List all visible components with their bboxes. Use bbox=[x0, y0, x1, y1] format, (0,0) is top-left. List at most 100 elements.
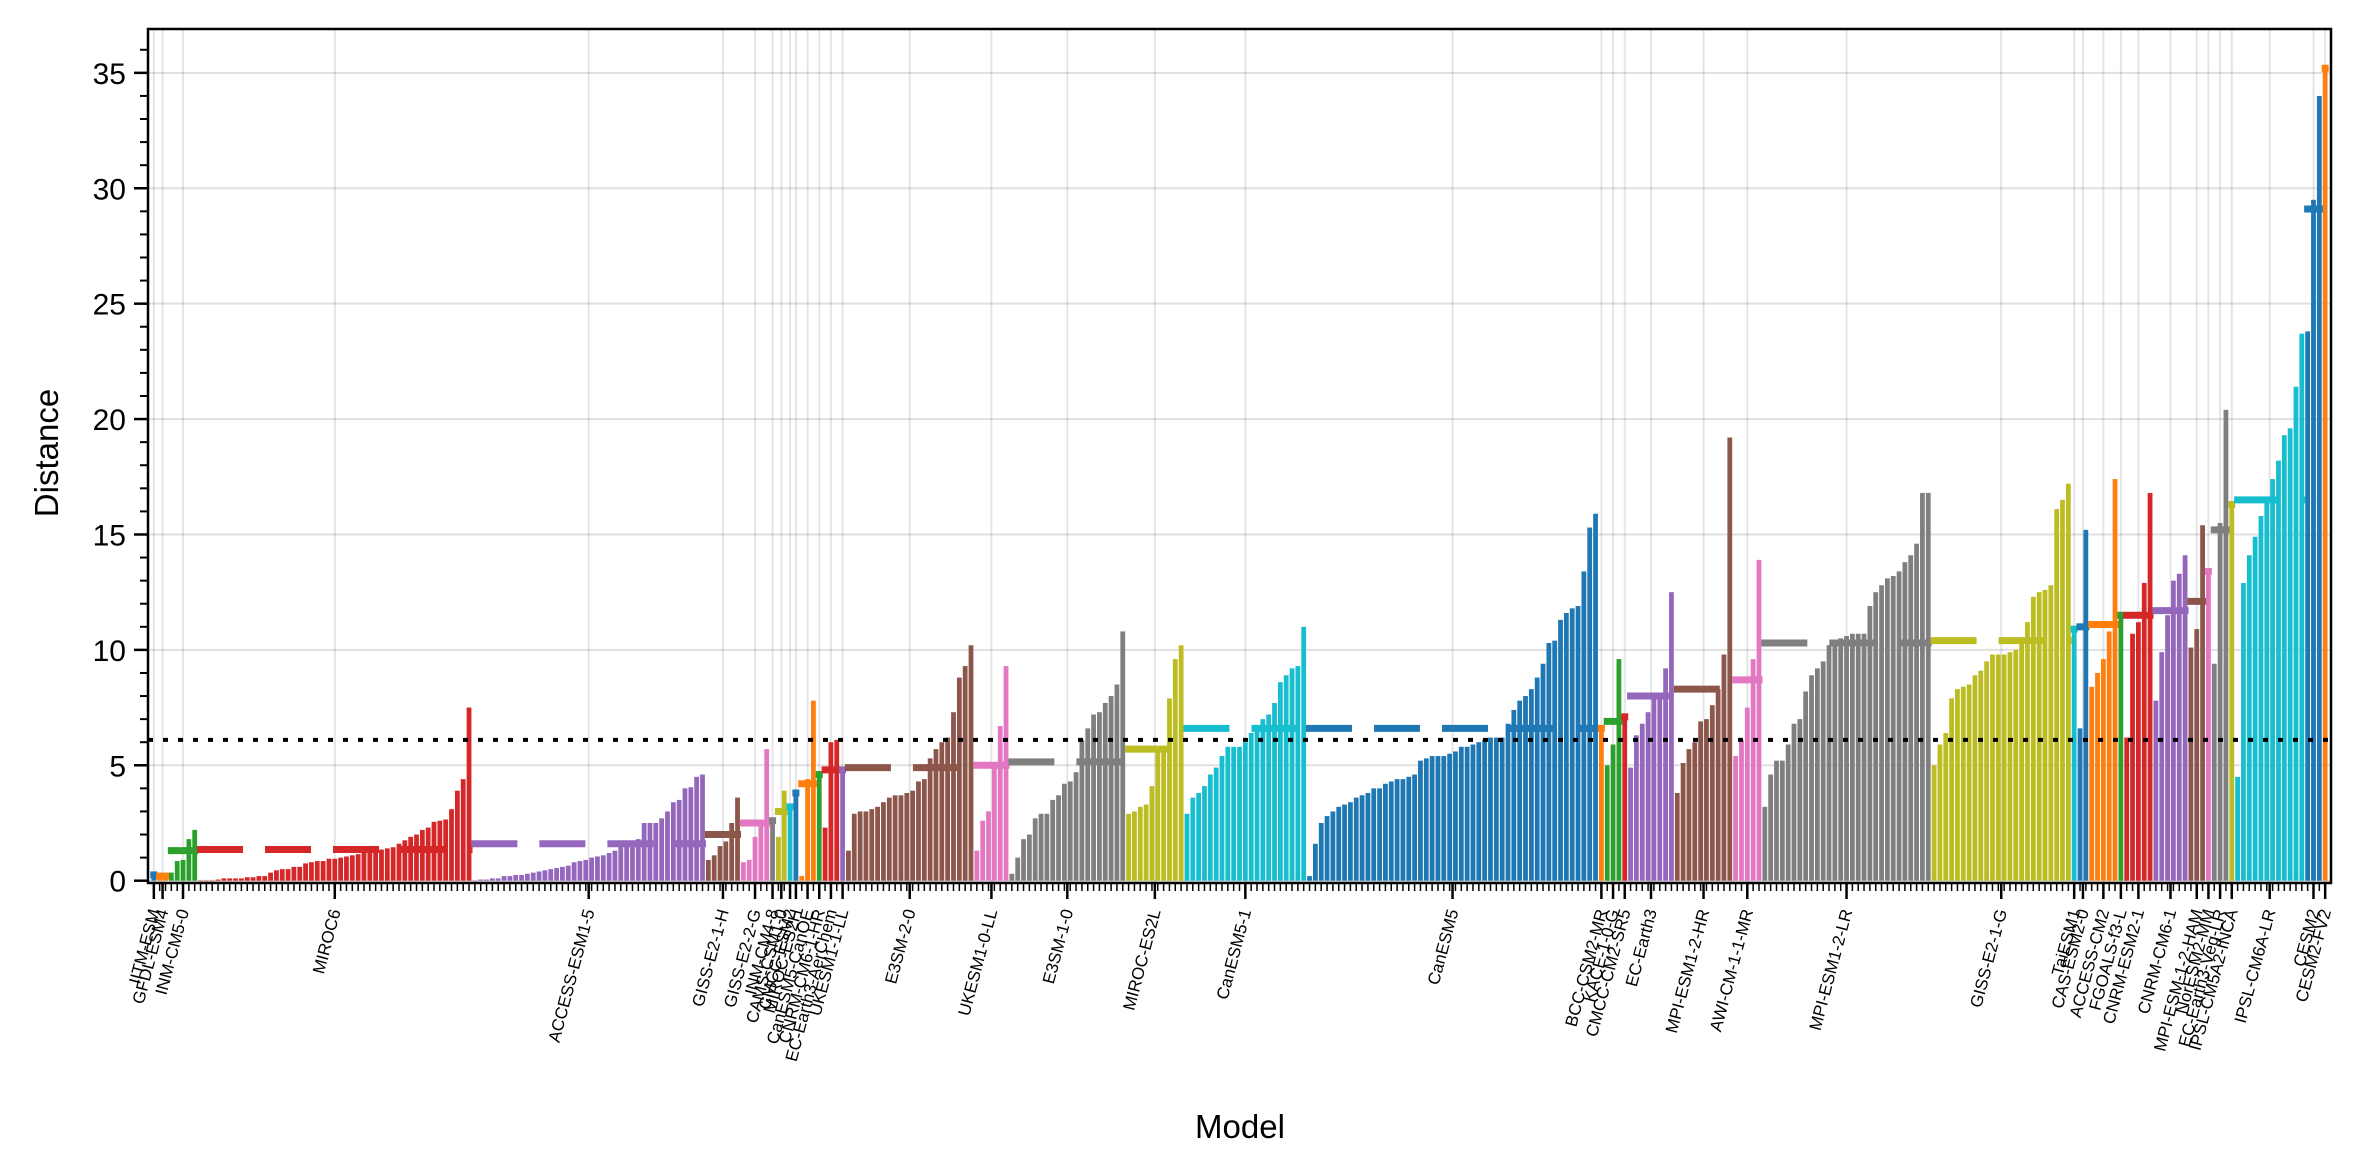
bar-e3sm-1-0 bbox=[1061, 783, 1067, 881]
bar-access-esm1-5 bbox=[612, 850, 618, 881]
bar-canesm5-1 bbox=[1277, 682, 1283, 881]
bar-ipsl-cm6a-lr bbox=[2241, 582, 2246, 881]
bar-awi-cm-1-1-mr bbox=[1739, 739, 1744, 881]
bar-cnrm-esm2-1 bbox=[2124, 737, 2130, 881]
bar-giss-e2-1-g bbox=[2019, 640, 2025, 881]
bar-miroc6 bbox=[262, 876, 268, 881]
bar-canesm5-1 bbox=[1272, 702, 1277, 881]
bar-access-cm2 bbox=[2089, 686, 2095, 881]
bar-canesm5 bbox=[1552, 640, 1558, 881]
bar-e3sm-2-0 bbox=[875, 806, 881, 881]
bar-access-cm2 bbox=[2095, 672, 2100, 881]
bar-mpi-esm1-2-hr bbox=[1686, 749, 1692, 881]
bar-miroc6 bbox=[320, 861, 326, 881]
bar-miroc6 bbox=[256, 876, 262, 881]
bar-miroc6 bbox=[309, 862, 314, 881]
bar-e3sm-2-0 bbox=[939, 742, 945, 881]
bar-miroc6 bbox=[402, 840, 408, 881]
bar-canesm5 bbox=[1365, 792, 1371, 881]
bar-mpi-esm1-2-hr bbox=[1674, 792, 1680, 881]
bar-access-esm1-5 bbox=[641, 822, 647, 881]
bar-e3sm-2-0 bbox=[869, 809, 875, 881]
bar-ipsl-cm6a-lr bbox=[2252, 536, 2258, 881]
bar-mpi-esm1-2-lr bbox=[1873, 592, 1879, 881]
bar-miroc-es2l bbox=[1178, 645, 1184, 881]
bar-access-esm1-5 bbox=[565, 865, 571, 881]
bar-bcc-csm2-mr bbox=[1598, 728, 1604, 881]
bar-access-cm2 bbox=[2106, 631, 2112, 881]
bar-taiesm1 bbox=[2071, 629, 2077, 881]
bar-miroc6 bbox=[274, 870, 279, 881]
bar-giss-e2-1-h bbox=[735, 797, 740, 881]
bar-inm-cm5-0 bbox=[192, 829, 198, 881]
bar-giss-e2-1-h bbox=[723, 841, 729, 881]
bar-ukesm1-0-ll bbox=[980, 820, 986, 881]
bar-canesm5 bbox=[1377, 788, 1382, 881]
bar-inm-cm5-0 bbox=[180, 859, 186, 881]
y-tick-label: 20 bbox=[93, 404, 126, 437]
bar-miroc6 bbox=[238, 878, 244, 881]
bar-cnrm-cm6-1 bbox=[2176, 573, 2182, 881]
bar-cnrm-cm6-1 bbox=[2159, 652, 2165, 881]
bar-e3sm-2-0 bbox=[962, 666, 968, 881]
bar-giss-e2-1-h bbox=[729, 822, 735, 881]
bar-mpi-esm1-2-lr bbox=[1902, 562, 1908, 881]
bar-access-esm1-5 bbox=[688, 787, 694, 881]
bar-e3sm-1-0 bbox=[1091, 714, 1096, 881]
bar-canesm5 bbox=[1418, 760, 1423, 881]
bar-miroc6 bbox=[349, 855, 355, 881]
bar-e3sm-1-0 bbox=[1021, 839, 1026, 881]
bar-cnrm-cm6-1 bbox=[2182, 555, 2188, 881]
bar-canesm5 bbox=[1318, 822, 1324, 881]
bar-miroc6 bbox=[355, 854, 361, 881]
bar-canesm5-1 bbox=[1207, 774, 1213, 881]
bar-access-esm1-5 bbox=[513, 874, 519, 881]
bar-mpi-esm1-2-hr bbox=[1692, 742, 1698, 881]
bar-ec-earth3-veg-lr bbox=[2211, 663, 2217, 881]
bar-miroc6 bbox=[303, 863, 308, 881]
bar-mpi-esm1-2-lr bbox=[1814, 668, 1820, 881]
bar-e3sm-2-0 bbox=[968, 645, 974, 881]
bar-canesm5-1 bbox=[1225, 746, 1231, 881]
bar-cesm2 bbox=[2305, 331, 2311, 881]
y-tick-label: 15 bbox=[93, 519, 126, 552]
bar-access-esm1-5 bbox=[700, 774, 705, 881]
bar-e3sm-1-0 bbox=[1050, 799, 1056, 881]
bar-e3sm-2-0 bbox=[916, 781, 921, 881]
bar-ipsl-cm6a-lr bbox=[2258, 516, 2264, 881]
bar-noresm2-mm bbox=[2206, 571, 2211, 881]
bar-inm-cm5-0 bbox=[168, 872, 174, 881]
bar-miroc6 bbox=[233, 878, 238, 881]
bar-canesm5 bbox=[1482, 739, 1488, 881]
y-axis-title: Distance bbox=[28, 389, 65, 517]
bar-mpi-esm1-2-hr bbox=[1698, 721, 1704, 881]
bar-ec-earth3 bbox=[1663, 668, 1668, 881]
bar-miroc6 bbox=[198, 880, 203, 882]
bar-mpi-esm1-2-lr bbox=[1768, 774, 1774, 881]
bar-giss-e2-1-g bbox=[1978, 670, 1984, 881]
bar-canesm5 bbox=[1353, 797, 1359, 881]
bar-cas-esm2-0 bbox=[2083, 529, 2089, 881]
bar-cnrm-cm6-1 bbox=[2153, 700, 2159, 881]
y-tick-label: 10 bbox=[93, 635, 126, 668]
bar-e3sm-1-0 bbox=[1120, 631, 1126, 881]
bar-awi-cm-1-1-mr bbox=[1744, 707, 1750, 881]
bar-canesm5 bbox=[1312, 843, 1318, 881]
bar-access-esm1-5 bbox=[630, 841, 635, 881]
bar-miroc6 bbox=[367, 851, 373, 881]
bar-e3sm-1-0 bbox=[1038, 813, 1044, 881]
bar-canesm5 bbox=[1359, 795, 1365, 881]
bar-access-esm1-5 bbox=[571, 862, 577, 881]
bar-e3sm-2-0 bbox=[898, 795, 904, 881]
bar-cnrm-esm2-1 bbox=[2147, 492, 2153, 881]
bar-canesm5 bbox=[1517, 700, 1523, 881]
bar-canesm5 bbox=[1558, 619, 1563, 881]
bar-giss-e2-2-g bbox=[740, 862, 746, 881]
bar-e3sm-2-0 bbox=[956, 677, 962, 881]
bar-ec-earth3 bbox=[1657, 693, 1663, 881]
bar-kace-1-0-g bbox=[1604, 765, 1610, 881]
bar-ec-earth3-aerchem bbox=[834, 739, 840, 881]
bar-e3sm-2-0 bbox=[857, 811, 863, 881]
bar-access-esm1-5 bbox=[659, 818, 665, 881]
